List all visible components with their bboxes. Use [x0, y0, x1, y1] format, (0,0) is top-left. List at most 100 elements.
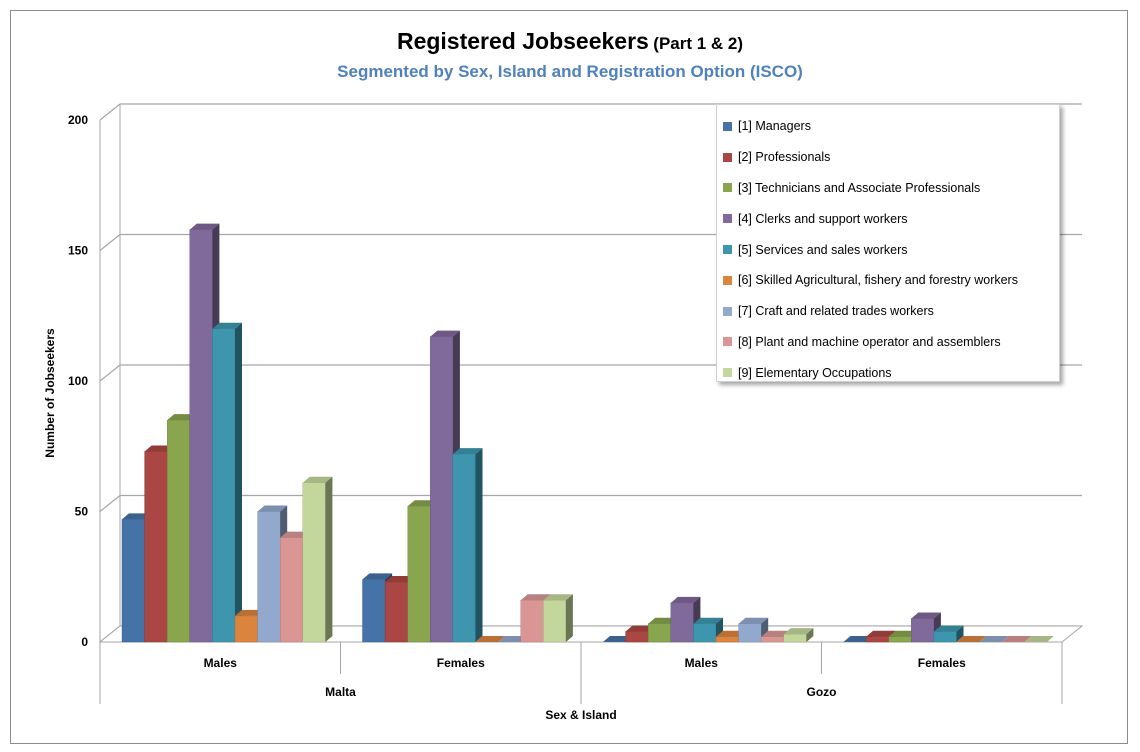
legend-item: [9] Elementary Occupations [717, 357, 1059, 388]
bar-top [956, 636, 987, 642]
bar-front [302, 482, 326, 643]
bar-top [1001, 636, 1032, 642]
bar-top [452, 448, 483, 455]
legend-swatch [723, 183, 732, 193]
bar-side [956, 625, 964, 642]
bar-top [122, 513, 152, 520]
bar-front [670, 602, 694, 643]
bar-top [407, 500, 438, 507]
bar-top [144, 445, 175, 452]
legend-label: [7] Craft and related trades workers [738, 304, 934, 319]
bar-side [565, 594, 573, 642]
bars-layer [121, 223, 1054, 643]
legend-item: [5] Services and sales workers [717, 234, 1059, 265]
legend-swatch [723, 214, 732, 224]
y-tick-label: 100 [68, 374, 88, 388]
bar-top [520, 594, 551, 601]
legend-swatch [723, 337, 732, 347]
gridline-diagonal [99, 495, 121, 512]
bar-top [625, 625, 656, 632]
bar-top [189, 223, 220, 230]
bar-front [933, 631, 957, 643]
legend-item: [8] Plant and machine operator and assem… [717, 327, 1059, 358]
bar-front [407, 506, 431, 643]
bar-top [783, 628, 814, 635]
legend-swatch [723, 368, 732, 378]
legend: [1] Managers [2] Professionals [3] Technic… [716, 104, 1060, 382]
bar-side [235, 322, 242, 642]
bar-front [452, 453, 476, 643]
y-tick-label: 150 [68, 244, 88, 258]
bar-front [234, 615, 258, 643]
bar-front [738, 623, 762, 643]
chart-title: Registered Jobseekers [396, 28, 649, 54]
bar-top [167, 414, 197, 421]
bar-front [430, 336, 454, 643]
bar-front [212, 328, 236, 643]
bar-side [325, 476, 333, 642]
bar-front [865, 636, 889, 643]
bar-top [430, 330, 460, 337]
bar-top [475, 636, 506, 642]
chart-title-block: Registered Jobseekers (Part 1 & 2) [0, 28, 1140, 55]
gridline-diagonal [99, 234, 121, 251]
bar-front [543, 600, 567, 643]
bar-top [888, 630, 919, 637]
bar-front [280, 537, 304, 643]
legend-label: [3] Technicians and Associate Profession… [738, 180, 981, 195]
gridline-diagonal [99, 103, 121, 121]
bar-top [280, 531, 310, 538]
x-group-label: Malta [325, 685, 356, 699]
bar-top [911, 612, 941, 619]
y-tick-label: 0 [81, 635, 88, 649]
bar-top [603, 636, 633, 642]
legend-label: [2] Professionals [738, 150, 831, 165]
legend-label: [8] Plant and machine operator and assem… [738, 334, 1001, 349]
bar-front [693, 623, 717, 643]
legend-label: [4] Clerks and support workers [738, 211, 908, 226]
bar-top [302, 476, 333, 483]
bar-top [235, 609, 265, 616]
y-tick-label: 50 [75, 505, 89, 519]
legend-item: [1] Managers [717, 111, 1059, 142]
legend-swatch [723, 245, 732, 255]
bar-top [738, 617, 769, 624]
bar-front [166, 419, 190, 643]
bar-top [866, 630, 896, 637]
x-tick-label: Males [685, 656, 719, 670]
legend-label: [6] Skilled Agricultural, fishery and fo… [738, 273, 1018, 288]
bar-side [475, 448, 483, 642]
bar-front [362, 579, 386, 643]
x-tick-label: Females [437, 656, 485, 670]
bar-top [716, 630, 746, 637]
bar-front [648, 623, 672, 643]
legend-label: [1] Managers [738, 119, 811, 134]
bar-front [625, 631, 649, 643]
bar-front [715, 636, 739, 643]
bar-top [257, 505, 288, 512]
bar-top [761, 630, 791, 637]
bar-front [520, 600, 544, 643]
chart-title-suffix: (Part 1 & 2) [653, 34, 744, 53]
legend-swatch [723, 306, 732, 316]
legend-label: [5] Services and sales workers [738, 242, 908, 257]
bar-top [843, 636, 874, 642]
x-axis-title: Sex & Island [545, 708, 616, 722]
legend-swatch [723, 121, 732, 131]
bar-top [362, 573, 393, 580]
bar-front [783, 633, 807, 643]
bar-front [384, 581, 408, 643]
x-tick-label: Females [918, 656, 966, 670]
bar-top [979, 636, 1009, 642]
bar-front [911, 618, 935, 643]
bar-top [693, 617, 723, 624]
bar-front [144, 451, 168, 643]
gridline-diagonal [99, 364, 121, 382]
axis-layer: 0 50 100 150 200 Males Females Males Females Malt… [43, 113, 1063, 722]
bar-top [385, 575, 415, 582]
chart-subtitle: Segmented by Sex, Island and Registratio… [337, 62, 803, 81]
x-group-label: Gozo [807, 685, 837, 699]
bar-top [212, 322, 242, 329]
